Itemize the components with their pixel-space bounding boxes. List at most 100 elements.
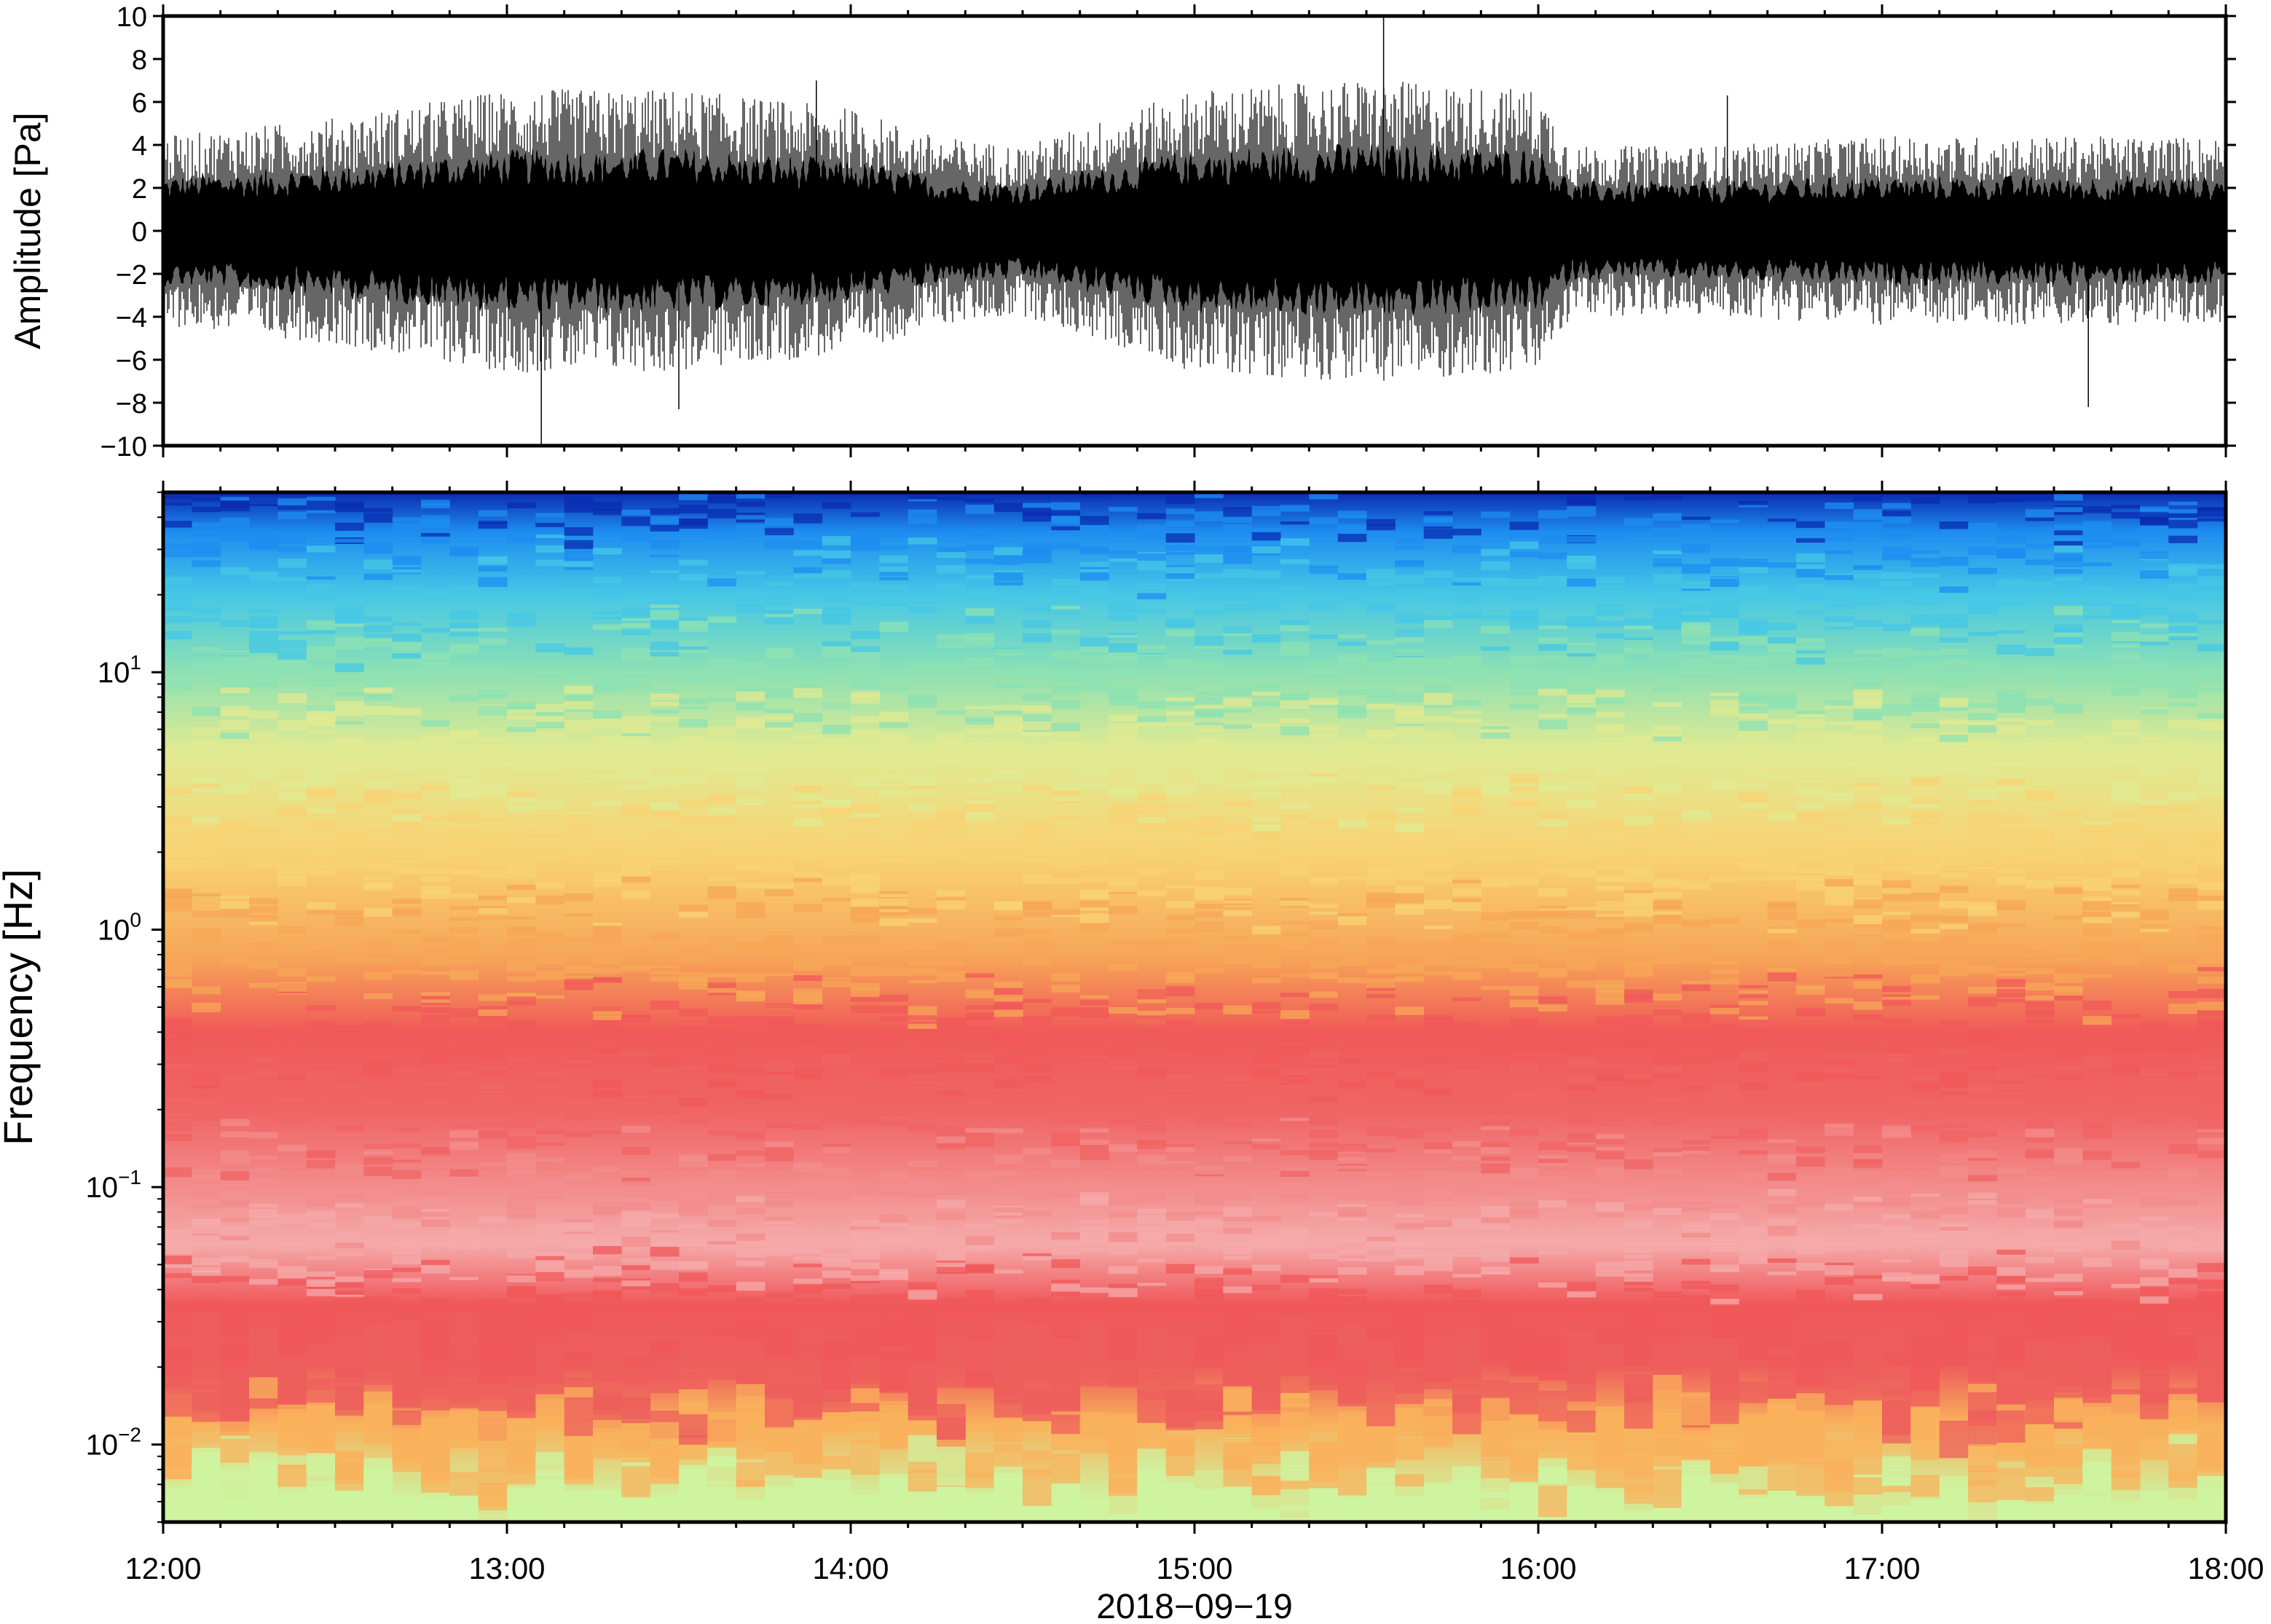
- spectrogram-cell: [1137, 1282, 1167, 1286]
- spectrogram-cell: [679, 620, 708, 626]
- spectrogram-cell: [908, 851, 937, 857]
- spectrogram-cell: [335, 663, 364, 672]
- spectrogram-cell: [1194, 1219, 1224, 1229]
- spectrogram-cell: [650, 803, 680, 812]
- spectrogram-cell: [1023, 633, 1052, 642]
- spectrogram-cell: [1165, 1144, 1195, 1149]
- spectrogram-cell: [1309, 991, 1339, 998]
- spectrogram-cell: [1509, 963, 1539, 972]
- spectrogram-cell: [1395, 1079, 1425, 1089]
- spectrogram-cell: [278, 968, 307, 977]
- spectrogram-cell: [1137, 1108, 1167, 1116]
- spectrogram-cell: [1309, 1149, 1339, 1155]
- spectrogram-cell: [621, 805, 651, 816]
- spectrogram-cell: [736, 1150, 765, 1156]
- spectrogram-cell: [908, 497, 937, 502]
- spectrogram-cell: [908, 517, 937, 524]
- spectrogram-cell: [220, 532, 250, 541]
- spectrogram-cell: [1337, 573, 1367, 580]
- spectrogram-cell: [392, 1111, 422, 1117]
- spectrogram-cell: [1481, 1206, 1511, 1213]
- spectrogram-cell: [851, 1251, 880, 1260]
- spectrogram-cell: [1023, 684, 1052, 688]
- spectrogram-cell: [1395, 870, 1425, 880]
- spectrogram-cell: [1223, 1483, 1253, 1508]
- spectrogram-cell: [593, 931, 622, 937]
- spectrogram-cell: [765, 1065, 794, 1072]
- spectrogram-cell: [1509, 1172, 1539, 1180]
- spectrogram-cell: [1423, 731, 1453, 741]
- spectrogram-cell: [1280, 505, 1310, 512]
- spectrogram-cell: [1051, 1160, 1081, 1168]
- spectrogram-cell: [1395, 1370, 1425, 1393]
- spectrogram-cell: [564, 1107, 594, 1113]
- spectrogram-cell: [1481, 578, 1511, 587]
- spectrogram-cell: [1337, 1377, 1367, 1400]
- spectrogram-cell: [478, 522, 508, 529]
- spectrogram-cell: [1309, 768, 1339, 774]
- spectrogram-cell: [449, 836, 479, 846]
- spectrogram-cell: [851, 774, 880, 783]
- spectrogram-cell: [564, 1233, 594, 1239]
- spectrogram-cell: [1481, 986, 1511, 990]
- spectrogram-cell: [908, 950, 937, 955]
- spectrogram-cell: [564, 1131, 594, 1138]
- spectrogram-cell: [621, 1334, 651, 1356]
- spectrogram-cell: [1423, 620, 1453, 628]
- spectrogram-cell: [879, 1030, 909, 1040]
- spectrogram-cell: [1137, 890, 1167, 896]
- spectrogram-cell: [793, 781, 823, 788]
- spectrogram-cell: [1452, 939, 1481, 947]
- waveform-y-tick-label: 10: [117, 2, 147, 33]
- spectrogram-cell: [507, 1153, 536, 1162]
- spectrogram-cell: [1109, 819, 1138, 825]
- spectrogram-cell: [879, 1352, 909, 1392]
- spectrogram-cell: [1023, 1190, 1052, 1200]
- spectrogram-cell: [908, 1290, 937, 1300]
- spectrogram-cell: [1079, 1310, 1109, 1317]
- spectrogram-cell: [278, 505, 307, 510]
- spectrogram-cell: [1509, 1093, 1539, 1102]
- spectrogram-cell: [449, 789, 479, 796]
- spectrogram-cell: [535, 1293, 565, 1298]
- spectrogram-cell: [335, 743, 364, 749]
- spectrogram-cell: [879, 545, 909, 550]
- spectrogram-cell: [765, 889, 794, 896]
- spectrogram-cell: [1481, 958, 1511, 965]
- spectrogram-cell: [1423, 660, 1453, 669]
- spectrogram-cell: [1538, 533, 1567, 541]
- spectrogram-cell: [220, 733, 250, 739]
- spectrogram-cell: [421, 816, 450, 821]
- spectrogram-cell: [793, 975, 823, 982]
- spectrogram-cell: [908, 1192, 937, 1199]
- spectrogram-cell: [1452, 1394, 1481, 1435]
- spectrogram-cell: [478, 1081, 508, 1089]
- spectrogram-cell: [1452, 1022, 1481, 1030]
- spectrogram-cell: [1023, 695, 1052, 703]
- spectrogram-cell: [392, 634, 422, 643]
- spectrogram-cell: [736, 1320, 765, 1341]
- spectrogram-cell: [736, 950, 765, 958]
- spectrogram-cell: [1309, 565, 1339, 575]
- spectrogram-cell: [1023, 667, 1052, 671]
- spectrogram-cell: [1423, 942, 1453, 952]
- spectrogram-cell: [1223, 1228, 1253, 1234]
- spectrogram-cell: [1023, 543, 1052, 547]
- spectrogram-cell: [507, 762, 536, 770]
- spectrogram-cell: [163, 616, 192, 623]
- spectrogram-cell: [1366, 779, 1396, 788]
- spectrogram-cell: [1023, 857, 1052, 864]
- spectrogram-cell: [937, 552, 966, 558]
- spectrogram-cell: [1337, 752, 1367, 761]
- spectrogram-cell: [1165, 1264, 1195, 1274]
- spectrogram-cell: [965, 1026, 995, 1033]
- spectrogram-cell: [1481, 753, 1511, 761]
- spectrogram-cell: [478, 1468, 508, 1507]
- spectrogram-texture: [163, 492, 2226, 1522]
- spectrogram-cell: [564, 779, 594, 784]
- spectrogram-cell: [851, 540, 880, 551]
- spectrogram-cell: [707, 889, 737, 899]
- spectrogram-cell: [1366, 1390, 1396, 1427]
- spectrogram-cell: [822, 607, 851, 617]
- spectrogram-cell: [1509, 680, 1539, 690]
